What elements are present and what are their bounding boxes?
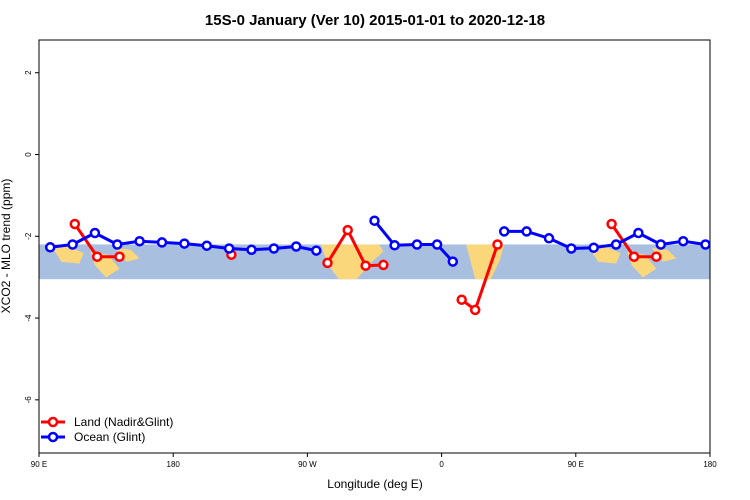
y-tick-label: -4 xyxy=(24,314,33,322)
land-shape-2 xyxy=(115,247,140,262)
x-tick-label: 180 xyxy=(703,460,717,469)
y-axis-label: XCO2 - MLO trend (ppm) xyxy=(0,179,13,314)
land-point xyxy=(69,218,81,230)
land-point xyxy=(342,224,353,236)
land-point xyxy=(492,239,503,250)
land-point xyxy=(322,257,333,269)
land-point xyxy=(628,251,640,262)
x-axis-ticks: 90 E 180 90 W 0 90 E 180 xyxy=(31,453,717,469)
ocean-point xyxy=(369,215,380,226)
ocean-point xyxy=(543,233,555,244)
ocean-series-line xyxy=(504,229,706,250)
ocean-point xyxy=(633,227,644,239)
legend-land-label: Land (Nadir&Glint) xyxy=(74,415,173,429)
legend: Land (Nadir&Glint) Ocean (Glint) xyxy=(41,415,173,444)
ocean-point xyxy=(268,243,280,254)
land-point xyxy=(91,251,103,262)
x-tick-label: 180 xyxy=(167,460,181,469)
land-point xyxy=(378,259,389,271)
y-tick-label: 2 xyxy=(24,70,33,75)
ocean-point xyxy=(521,226,532,237)
land-point xyxy=(606,218,617,230)
x-tick-label: 0 xyxy=(439,460,444,469)
series-layer xyxy=(44,215,710,316)
land-shape-0 xyxy=(52,246,84,264)
y-axis-ticks: 2 0 -2 -4 -6 xyxy=(24,70,39,403)
ocean-point xyxy=(156,237,168,248)
ocean-point xyxy=(89,227,101,239)
ocean-point xyxy=(411,239,423,250)
ocean-point xyxy=(700,239,710,250)
legend-land-marker xyxy=(47,416,59,428)
plot-frame xyxy=(38,39,711,454)
ocean-point xyxy=(566,243,577,254)
land-point xyxy=(469,304,481,316)
ocean-point xyxy=(311,245,322,256)
ocean-point xyxy=(223,243,235,254)
land-point xyxy=(114,251,125,262)
ocean-point xyxy=(246,244,257,256)
x-tick-label: 90 W xyxy=(298,460,317,469)
y-tick-label: -6 xyxy=(24,396,33,404)
ocean-point xyxy=(67,239,78,250)
x-tick-label: 90 E xyxy=(31,460,47,469)
background-band xyxy=(39,244,710,280)
y-tick-label: -2 xyxy=(24,232,33,240)
ocean-point xyxy=(677,235,689,247)
ocean-point xyxy=(610,239,622,250)
ocean-point xyxy=(112,239,123,250)
ocean-point xyxy=(498,226,510,237)
land-series-line xyxy=(326,228,384,268)
ocean-point xyxy=(431,239,443,250)
ocean-point xyxy=(44,242,56,253)
y-tick-label: 0 xyxy=(24,152,33,157)
land-shape-7 xyxy=(651,247,677,262)
ocean-point xyxy=(655,239,667,250)
x-axis-label: Longitude (deg E) xyxy=(327,477,422,491)
land-shape-3 xyxy=(320,244,384,280)
ocean-point xyxy=(447,256,459,267)
chart-title: 15S-0 January (Ver 10) 2015-01-01 to 202… xyxy=(205,12,545,29)
ocean-point xyxy=(290,241,302,252)
ocean-point xyxy=(389,240,400,251)
land-point xyxy=(651,251,662,262)
ocean-point xyxy=(134,235,145,247)
x-tick-label: 90 E xyxy=(568,460,584,469)
land-point xyxy=(360,260,371,271)
ocean-point xyxy=(588,242,599,253)
ocean-point xyxy=(201,240,213,251)
legend-ocean-marker xyxy=(47,431,59,443)
land-point xyxy=(456,294,467,305)
legend-ocean-label: Ocean (Glint) xyxy=(74,430,145,444)
ocean-point xyxy=(179,238,190,249)
